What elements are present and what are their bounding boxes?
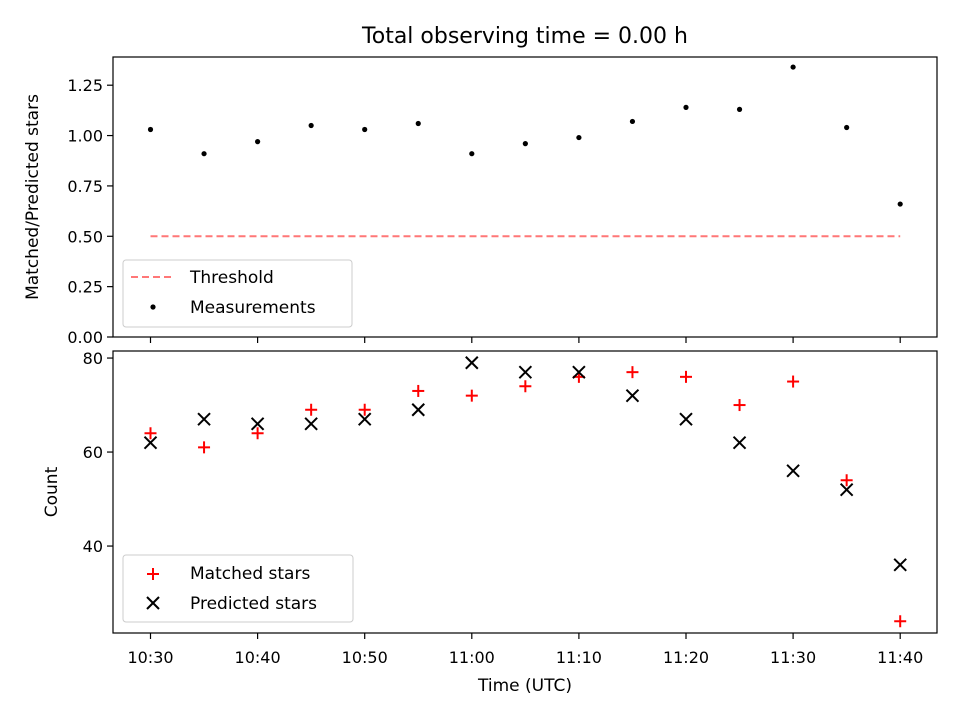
ratio-legend: Threshold Measurements <box>122 259 353 328</box>
count-panel-frame <box>112 350 938 634</box>
count-y-tick-label: 80 <box>83 349 103 368</box>
x-tick-label: 11:40 <box>877 648 923 667</box>
predicted-star-point <box>197 412 211 426</box>
measurement-point <box>844 124 850 131</box>
measurement-point <box>147 126 154 133</box>
x-tick-label: 10:50 <box>342 648 388 667</box>
ratio-y-axis-label: Matched/Predicted stars <box>23 94 43 300</box>
predicted-star-point <box>411 403 425 417</box>
predicted-star-point <box>572 365 586 379</box>
measurement-point <box>415 120 421 127</box>
ratio-y-tick-label: 0.00 <box>67 328 103 347</box>
count-legend-box <box>122 554 354 623</box>
ratio-marks <box>147 64 903 238</box>
ratio-y-tick-label: 1.00 <box>67 127 103 146</box>
predicted-star-point <box>357 412 372 426</box>
measurement-point <box>790 64 796 70</box>
legend-threshold-label: Threshold <box>189 268 274 288</box>
ratio-panel: 0.00 0.25 0.50 0.75 1.00 1.25 Matched/Predict… <box>23 56 938 347</box>
predicted-star-point <box>465 356 479 370</box>
matched-star-point <box>465 389 478 402</box>
measurement-point <box>629 118 636 125</box>
x-tick-label: 11:10 <box>556 648 602 667</box>
x-tick-label: 11:00 <box>449 648 495 667</box>
measurement-point <box>469 151 475 157</box>
predicted-star-point <box>304 417 318 431</box>
ratio-legend-box <box>122 259 353 328</box>
matched-star-point <box>733 399 746 412</box>
measurement-point <box>736 106 743 112</box>
count-y-tick-label: 60 <box>83 443 103 462</box>
legend-matched-label: Matched stars <box>190 564 310 584</box>
count-axes: 40 60 80 10:30 10:40 10:50 11:00 11:10 11:20 11:3… <box>83 349 924 667</box>
ratio-y-tick-label: 1.25 <box>67 76 103 95</box>
predicted-star-point <box>893 558 907 572</box>
matched-star-point <box>358 403 371 416</box>
predicted-star-point <box>143 435 158 450</box>
predicted-star-point <box>839 482 854 497</box>
matched-star-point <box>840 474 853 487</box>
measurement-point <box>362 126 368 133</box>
legend-matched-swatch <box>147 568 159 580</box>
predicted-star-point <box>786 464 800 478</box>
ratio-y-tick-label: 0.50 <box>67 227 103 246</box>
matched-star-point <box>251 427 264 440</box>
matched-star-point <box>305 403 318 416</box>
measurement-point <box>201 151 207 157</box>
ratio-axes: 0.00 0.25 0.50 0.75 1.00 1.25 <box>67 76 901 347</box>
ratio-panel-frame <box>112 56 938 338</box>
predicted-star-point <box>518 365 533 379</box>
predicted-star-point <box>679 412 693 426</box>
measurement-point <box>308 122 314 129</box>
predicted-star-point <box>250 417 265 431</box>
legend-predicted-swatch <box>146 596 160 610</box>
ratio-y-tick-label: 0.75 <box>67 177 103 196</box>
predicted-star-point <box>625 388 640 403</box>
matched-star-point <box>412 384 425 397</box>
x-tick-label: 10:30 <box>127 648 173 667</box>
x-tick-label: 11:30 <box>770 648 816 667</box>
measurement-point <box>522 141 528 147</box>
legend-measurements-label: Measurements <box>190 298 316 318</box>
count-panel: 40 60 80 10:30 10:40 10:50 11:00 11:10 11:20 11:3… <box>42 349 938 696</box>
legend-measurements-swatch <box>150 304 156 310</box>
count-marks <box>143 356 907 628</box>
x-tick-label: 10:40 <box>235 648 281 667</box>
matched-star-point <box>626 366 639 379</box>
matched-star-point <box>519 380 532 393</box>
measurement-point <box>897 201 903 207</box>
chart-title: Total observing time = 0.00 h <box>361 24 688 49</box>
measurement-point <box>576 134 582 141</box>
count-y-tick-label: 40 <box>83 537 103 556</box>
count-y-axis-label: Count <box>42 466 62 517</box>
x-axis-label: Time (UTC) <box>477 676 572 696</box>
matched-star-point <box>144 427 157 440</box>
ratio-y-tick-label: 0.25 <box>67 278 103 297</box>
matched-star-point <box>894 615 907 628</box>
measurement-point <box>683 104 689 110</box>
matched-star-point <box>198 441 211 454</box>
x-tick-label: 11:20 <box>663 648 709 667</box>
matched-star-point <box>787 375 800 388</box>
count-legend: Matched stars Predicted stars <box>122 554 354 623</box>
matched-star-point <box>680 370 692 383</box>
measurement-point <box>255 139 261 145</box>
predicted-star-point <box>732 435 747 450</box>
legend-predicted-label: Predicted stars <box>190 594 317 614</box>
